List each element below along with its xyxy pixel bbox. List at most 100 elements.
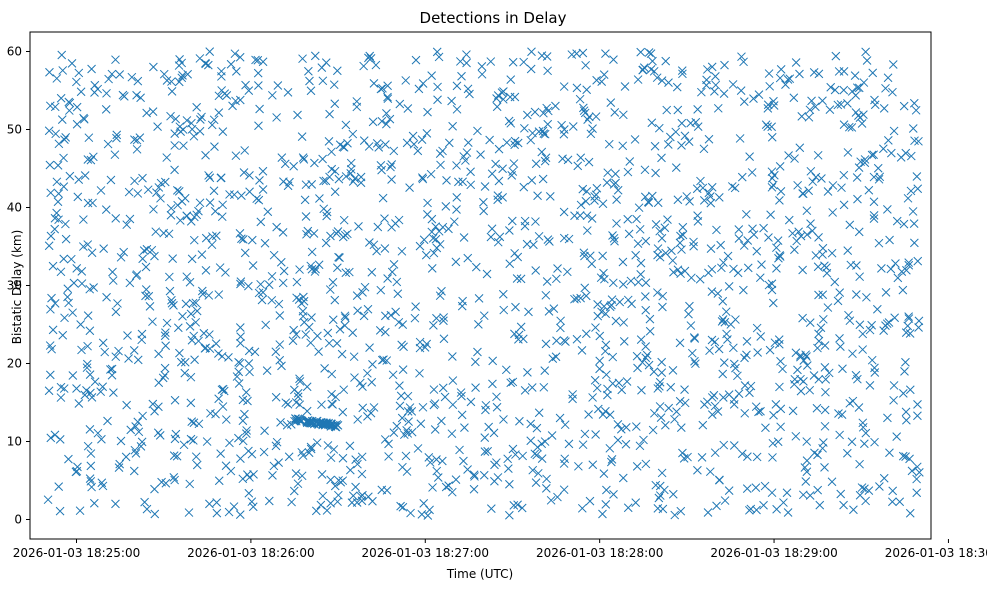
scatter-point bbox=[673, 105, 683, 115]
scatter-point bbox=[764, 69, 774, 78]
scatter-point bbox=[581, 60, 590, 70]
scatter-point bbox=[767, 132, 777, 142]
scatter-point bbox=[752, 452, 762, 462]
scatter-point bbox=[530, 107, 540, 117]
scatter-point bbox=[836, 100, 846, 109]
scatter-point bbox=[386, 310, 396, 320]
scatter-point bbox=[763, 100, 773, 110]
scatter-point bbox=[302, 229, 311, 239]
scatter-point bbox=[670, 414, 679, 424]
scatter-point bbox=[533, 191, 542, 201]
scatter-point bbox=[831, 51, 841, 61]
scatter-point bbox=[693, 122, 703, 131]
scatter-point bbox=[452, 161, 461, 170]
scatter-point bbox=[867, 150, 877, 160]
scatter-point bbox=[149, 62, 158, 72]
scatter-point bbox=[548, 354, 558, 363]
scatter-point bbox=[827, 248, 837, 258]
scatter-point bbox=[183, 69, 193, 79]
scatter-point bbox=[568, 122, 578, 131]
scatter-point bbox=[50, 430, 60, 440]
scatter-point bbox=[139, 246, 149, 256]
scatter-point bbox=[804, 112, 814, 122]
scatter-point bbox=[737, 449, 747, 459]
scatter-point bbox=[895, 497, 905, 507]
scatter-point bbox=[142, 504, 152, 514]
scatter-point bbox=[689, 333, 699, 342]
scatter-point bbox=[428, 483, 437, 492]
scatter-point bbox=[553, 264, 562, 273]
scatter-point bbox=[582, 211, 592, 221]
scatter-point bbox=[103, 416, 112, 426]
scatter-point bbox=[706, 192, 715, 201]
scatter-point bbox=[623, 167, 633, 177]
scatter-point bbox=[327, 399, 337, 409]
scatter-point bbox=[682, 192, 692, 201]
scatter-point bbox=[402, 138, 412, 148]
scatter-point bbox=[818, 96, 827, 106]
scatter-point bbox=[720, 496, 730, 505]
scatter-point bbox=[271, 347, 281, 357]
scatter-point bbox=[297, 132, 307, 141]
scatter-point bbox=[309, 229, 319, 238]
scatter-point bbox=[197, 286, 207, 296]
scatter-point bbox=[231, 67, 241, 76]
scatter-point bbox=[416, 419, 426, 429]
y-tick-label: 60 bbox=[7, 45, 22, 59]
scatter-point bbox=[272, 222, 281, 232]
scatter-point bbox=[751, 483, 761, 492]
scatter-point bbox=[883, 413, 892, 423]
scatter-point bbox=[684, 137, 694, 146]
scatter-point bbox=[346, 164, 356, 174]
scatter-point bbox=[827, 477, 837, 487]
scatter-point bbox=[323, 441, 333, 450]
scatter-point bbox=[99, 244, 109, 254]
scatter-point bbox=[661, 248, 671, 258]
scatter-point bbox=[365, 238, 374, 247]
scatter-point bbox=[487, 169, 497, 179]
scatter-point bbox=[244, 488, 254, 498]
scatter-point bbox=[505, 226, 514, 235]
scatter-point bbox=[348, 328, 358, 338]
scatter-point bbox=[700, 400, 709, 409]
scatter-point bbox=[111, 214, 121, 223]
scatter-point bbox=[147, 245, 157, 255]
scatter-point bbox=[298, 54, 307, 64]
scatter-point bbox=[886, 264, 896, 274]
scatter-point bbox=[721, 307, 731, 317]
scatter-point bbox=[357, 469, 367, 479]
scatter-point bbox=[631, 498, 641, 507]
y-tick-label: 40 bbox=[7, 201, 22, 215]
scatter-point bbox=[44, 386, 54, 396]
scatter-point bbox=[44, 126, 54, 136]
scatter-point bbox=[847, 123, 857, 132]
scatter-point bbox=[660, 223, 670, 233]
y-tick-label: 10 bbox=[7, 435, 22, 449]
scatter-point bbox=[287, 497, 296, 507]
scatter-point bbox=[329, 445, 339, 454]
scatter-point bbox=[442, 176, 451, 185]
scatter-point bbox=[347, 498, 357, 508]
scatter-point bbox=[818, 438, 828, 447]
scatter-point bbox=[177, 73, 187, 83]
scatter-point bbox=[249, 470, 258, 479]
scatter-point bbox=[641, 278, 651, 288]
scatter-point bbox=[858, 345, 868, 354]
scatter-point bbox=[221, 415, 231, 424]
scatter-point bbox=[131, 422, 141, 431]
scatter-point bbox=[444, 224, 453, 234]
scatter-point bbox=[564, 439, 574, 449]
scatter-point bbox=[494, 176, 504, 186]
scatter-point bbox=[774, 253, 783, 263]
scatter-point bbox=[331, 392, 341, 402]
scatter-point bbox=[619, 318, 629, 327]
scatter-point bbox=[212, 498, 222, 507]
scatter-point bbox=[189, 131, 199, 141]
scatter-point bbox=[913, 256, 923, 266]
scatter-point bbox=[384, 452, 393, 461]
scatter-point bbox=[369, 79, 379, 88]
scatter-point bbox=[449, 217, 459, 227]
scatter-point bbox=[644, 198, 654, 207]
scatter-point bbox=[646, 49, 656, 59]
scatter-point bbox=[411, 55, 421, 65]
